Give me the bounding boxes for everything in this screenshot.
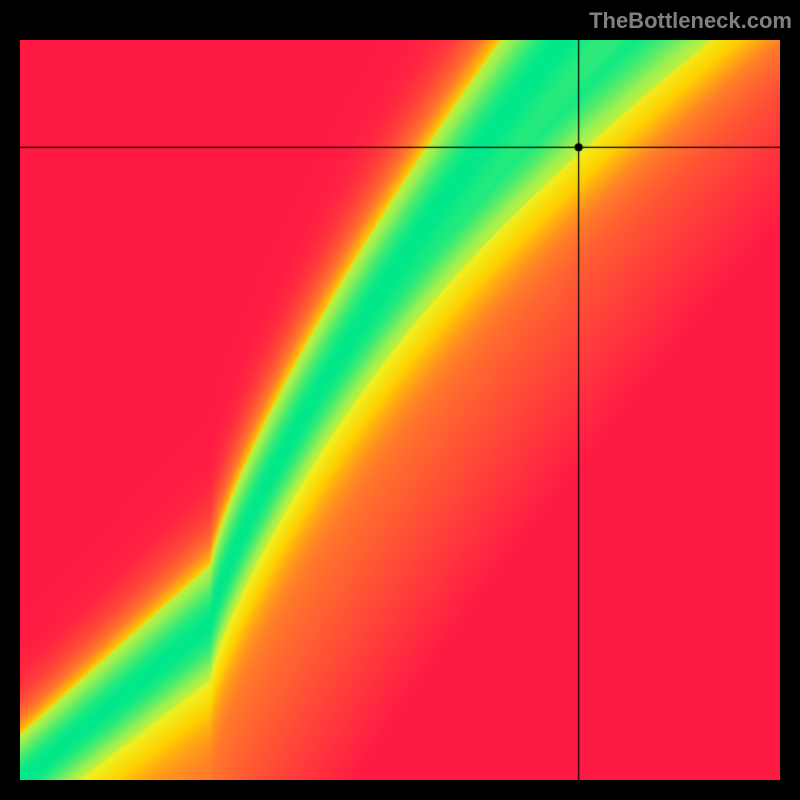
bottleneck-heatmap — [20, 40, 780, 780]
heatmap-canvas — [20, 40, 780, 780]
watermark-text: TheBottleneck.com — [589, 8, 792, 34]
